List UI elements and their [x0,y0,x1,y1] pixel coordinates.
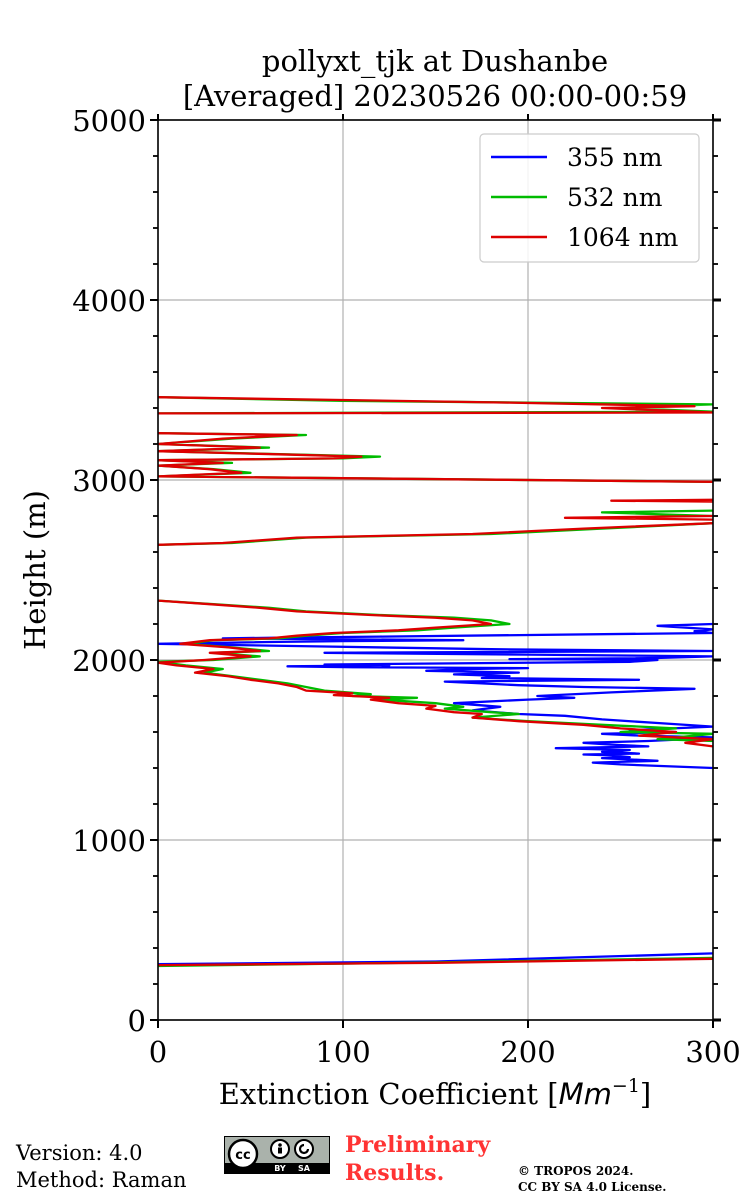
sa-icon-arrow [298,1143,310,1155]
series-line-1064-nm [158,396,713,967]
y-tick-label: 1000 [72,824,146,858]
sa-icon [294,1139,314,1159]
copyright-line-2: CC BY SA 4.0 License. [518,1180,667,1194]
y-tick-label: 3000 [72,464,146,498]
x-axis-label: Extinction Coefficient [Mm−1] [219,1075,652,1111]
preliminary-results-label: Preliminary Results. [345,1131,490,1187]
x-tick-label: 100 [315,1035,370,1069]
cc-icon [227,1138,259,1170]
legend: 355 nm 532 nm 1064 nm [479,133,700,263]
cc-by-sa-badge: cc BY SA [224,1136,330,1174]
legend-box [479,133,700,263]
by-icon-head [278,1143,282,1147]
version-label: Version: 4.0 [16,1141,143,1165]
by-icon-body [278,1147,282,1154]
x-tick-label: 300 [685,1035,740,1069]
y-tick-label: 2000 [72,644,146,678]
x-axis-label-main: Extinction Coefficient [ [219,1077,559,1111]
series-line-532-nm [158,396,713,968]
x-axis-label-close: ] [640,1077,651,1111]
cc-icon-text: cc [235,1148,250,1163]
copyright-notice: © TROPOS 2024. CC BY SA 4.0 License. [518,1163,666,1195]
chart-title: pollyxt_tjk at Dushanbe [262,44,608,79]
method-label: Method: Raman [16,1168,187,1192]
x-tick-label: 0 [149,1035,167,1069]
by-label: BY [274,1164,286,1173]
sa-label: SA [298,1164,311,1173]
x-axis-label-unit: Mm [559,1077,612,1111]
x-tick-label: 200 [500,1035,555,1069]
legend-label: 532 nm [567,183,663,212]
preliminary-line-2: Results. [345,1160,445,1186]
plot-frame [157,119,714,1021]
y-tick-label: 5000 [72,104,146,138]
y-tick-label: 0 [128,1004,146,1038]
legend-label: 355 nm [567,143,663,172]
chart-subtitle: [Averaged] 20230526 00:00-00:59 [183,79,687,113]
copyright-line-1: © TROPOS 2024. [518,1164,634,1178]
x-axis-label-exp: −1 [612,1075,640,1097]
legend-entries: 355 nm 532 nm 1064 nm [491,143,679,252]
y-axis-label: Height (m) [18,490,52,650]
y-tick-label: 4000 [72,284,146,318]
legend-label: 1064 nm [567,223,679,252]
series-line-355-nm [158,622,713,966]
preliminary-line-1: Preliminary [345,1132,491,1158]
series-lines [158,396,713,968]
